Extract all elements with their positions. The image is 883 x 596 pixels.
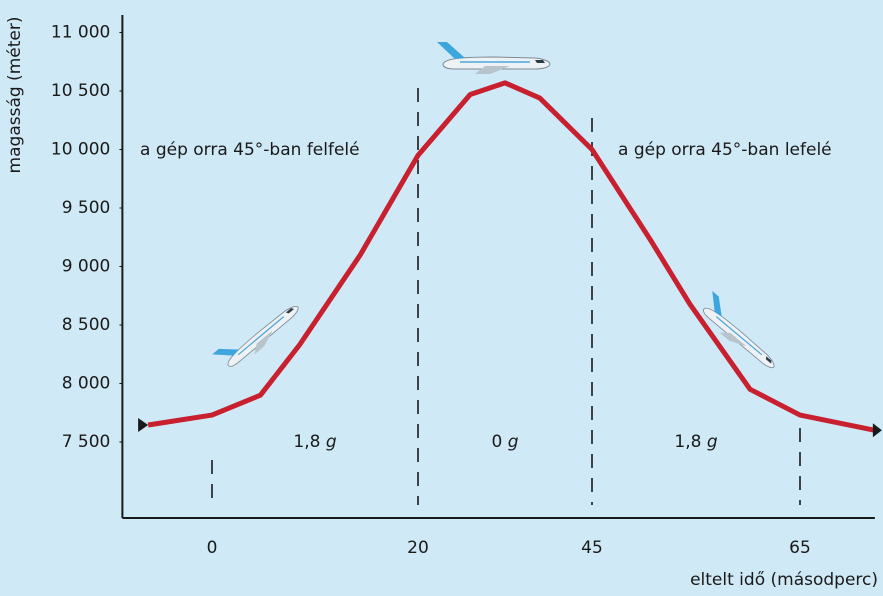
y-axis-label: magasság (méter) [5,17,25,174]
y-tick-label: 10 000 [51,140,110,160]
y-tick-label: 7 500 [62,432,111,452]
x-tick-label: 20 [407,538,429,558]
plane-icon [211,291,304,376]
start-arrow [138,418,149,433]
phase-label: 1,8 g [674,432,717,452]
phase-value: 0 [491,432,502,452]
phase-unit: g [508,432,519,452]
x-tick-label: 45 [581,538,603,558]
phase-label: 1,8 g [293,432,336,452]
x-tick-label: 0 [207,538,218,558]
x-tick-label: 65 [789,538,811,558]
y-tick-label: 10 500 [51,81,110,101]
y-tick-label: 9 500 [62,198,111,218]
y-tick-label: 9 000 [62,257,111,277]
phase-unit: g [326,432,337,452]
annotation: a gép orra 45°-ban lefelé [618,140,832,160]
end-arrow [872,423,882,438]
phase-label: 0 g [491,432,518,452]
plane-icon [436,41,551,75]
phase-unit: g [707,432,718,452]
phase-value: 1,8 [293,432,320,452]
altitude-line [147,80,876,433]
y-tick-label: 11 000 [51,23,110,43]
phase-value: 1,8 [674,432,701,452]
annotation: a gép orra 45°-ban felfelé [140,140,360,160]
y-tick-label: 8 000 [62,373,111,393]
y-tick-label: 8 500 [62,315,111,335]
x-axis-label: eltelt idő (másodperc) [690,570,878,590]
